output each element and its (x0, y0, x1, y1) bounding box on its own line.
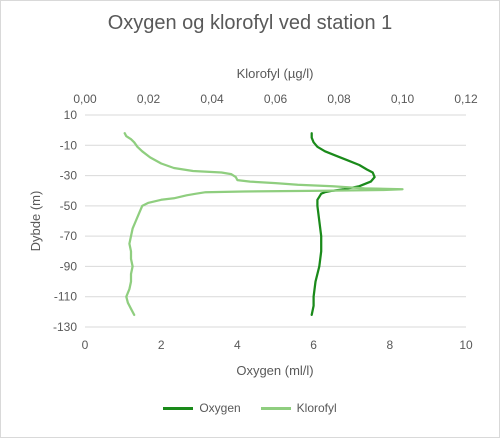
series-line-klorofyl (123, 132, 404, 317)
series-layer (123, 132, 404, 317)
legend-swatch-oxygen (163, 406, 194, 410)
x-bottom-tick-label: 10 (459, 338, 473, 352)
x-top-tick-label: 0,02 (137, 92, 161, 106)
grid-layer (85, 114, 466, 328)
bottom-axis-label: Oxygen (ml/l) (236, 363, 313, 378)
series-line-oxygen (310, 132, 376, 317)
legend: Oxygen Klorofyl (0, 401, 500, 415)
y-tick-label: -50 (60, 199, 78, 213)
y-tick-label: -70 (60, 229, 78, 243)
y-tick-label: -30 (60, 169, 78, 183)
y-tick-label: -110 (54, 290, 77, 304)
x-top-tick-label: 0,12 (454, 92, 478, 106)
legend-label-klorofyl: Klorofyl (296, 401, 337, 415)
x-bottom-tick-label: 6 (310, 338, 317, 352)
chart-title: Oxygen og klorofyl ved station 1 (107, 12, 393, 34)
top-axis-label: Klorofyl (µg/l) (237, 66, 314, 81)
x-bottom-tick-label: 4 (234, 338, 241, 352)
x-bottom-tick-label: 0 (82, 338, 89, 352)
legend-label-oxygen: Oxygen (199, 401, 241, 415)
y-tick-label: 10 (64, 108, 78, 122)
x-top-tick-label: 0,06 (264, 92, 288, 106)
y-tick-label: -90 (60, 259, 78, 273)
x-bottom-tick-label: 8 (386, 338, 393, 352)
y-tick-label: -10 (60, 138, 78, 152)
x-bottom-tick-label: 2 (158, 338, 165, 352)
axis-layer: 10 -10 -30 -50 -70 -90 -110 -130 0 2 4 6 8 10 0,00 0,02… (53, 92, 478, 352)
x-top-tick-label: 0,10 (391, 92, 415, 106)
x-top-tick-label: 0,00 (73, 92, 97, 106)
x-top-tick-label: 0,04 (200, 92, 224, 106)
y-tick-label: -130 (53, 320, 77, 334)
y-axis-label: Dybde (m) (28, 191, 43, 252)
x-top-tick-label: 0,08 (327, 92, 351, 106)
legend-swatch-klorofyl (260, 406, 291, 410)
legend-item-klorofyl: Klorofyl (260, 401, 337, 415)
legend-item-oxygen: Oxygen (163, 401, 241, 415)
